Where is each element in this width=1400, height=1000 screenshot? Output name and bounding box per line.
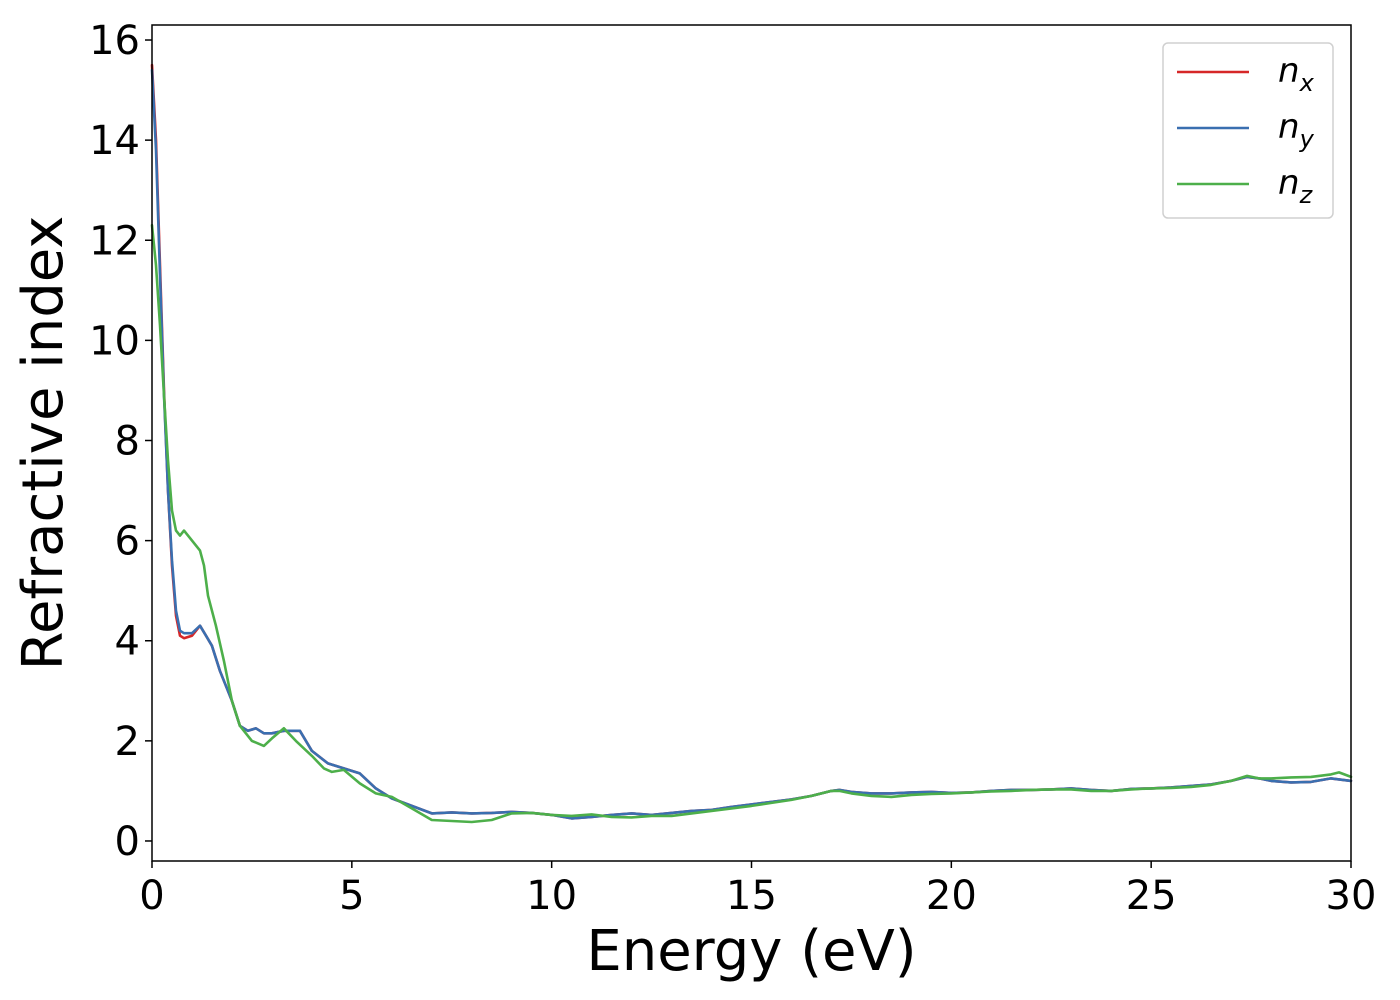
y-tick-label: 16 bbox=[89, 18, 140, 64]
series-line-z bbox=[150, 223, 1353, 824]
x-tick-label: 0 bbox=[139, 873, 164, 919]
legend-label-x: nx bbox=[1278, 51, 1315, 97]
y-tick-label: 2 bbox=[115, 719, 140, 765]
x-tick-label: 25 bbox=[1126, 873, 1177, 919]
y-tick-label: 6 bbox=[115, 519, 140, 565]
y-tick-label: 8 bbox=[115, 418, 140, 464]
x-tick-label: 5 bbox=[339, 873, 364, 919]
x-tick-label: 15 bbox=[726, 873, 777, 919]
legend: nx ny nz bbox=[1162, 42, 1334, 219]
legend-label-z: nz bbox=[1278, 163, 1314, 209]
series-layer bbox=[150, 63, 1353, 824]
y-tick-label: 10 bbox=[89, 318, 140, 364]
x-axis-title: Energy (eV) bbox=[586, 919, 916, 984]
y-tick-label: 4 bbox=[115, 619, 140, 665]
legend-box bbox=[1162, 42, 1334, 219]
tick-layer: 0 5 10 15 20 25 30 0 2 4 6 8 10 12 14 16 bbox=[89, 18, 1376, 919]
y-tick-label: 0 bbox=[115, 819, 140, 865]
x-tick-label: 30 bbox=[1326, 873, 1377, 919]
x-tick-label: 10 bbox=[526, 873, 577, 919]
y-tick-label: 12 bbox=[89, 218, 140, 264]
y-axis-title: Refractive index bbox=[11, 216, 76, 671]
legend-label-y: ny bbox=[1278, 107, 1315, 153]
y-tick-label: 14 bbox=[89, 118, 140, 164]
x-tick-label: 20 bbox=[926, 873, 977, 919]
